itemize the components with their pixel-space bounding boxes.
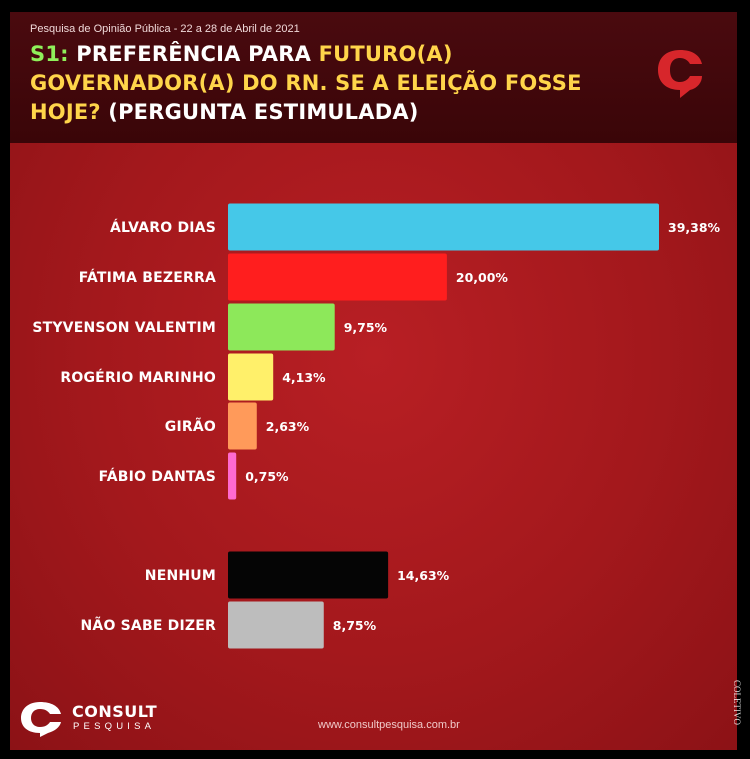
category-label: FÁBIO DANTAS bbox=[99, 468, 216, 485]
consult-logo-icon bbox=[658, 50, 702, 98]
bar bbox=[228, 452, 237, 500]
title-part1: PREFERÊNCIA PARA bbox=[68, 42, 319, 66]
value-label: 2,63% bbox=[266, 419, 310, 434]
title-prefix: S1: bbox=[30, 42, 69, 66]
footer-brand-name: CONSULT bbox=[72, 702, 158, 721]
category-label: ÁLVARO DIAS bbox=[110, 219, 216, 236]
value-label: 20,00% bbox=[456, 270, 509, 285]
bar-chart: ÁLVARO DIAS 39,38% FÁTIMA BEZERRA 20,00% STY… bbox=[32, 203, 721, 649]
title-highlight: FUTURO(A) GOVERNADOR(A) DO RN. SE A ELEI… bbox=[30, 42, 582, 124]
value-label: 8,75% bbox=[333, 618, 377, 633]
category-label: FÁTIMA BEZERRA bbox=[79, 269, 216, 286]
header: Pesquisa de Opinião Pública - 22 a 28 de… bbox=[10, 12, 737, 143]
footer-url: www.consultpesquisa.com.br bbox=[318, 719, 460, 731]
chart-title: S1: PREFERÊNCIA PARA FUTURO(A) GOVERNADO… bbox=[30, 40, 590, 127]
watermark: COLETIVO bbox=[732, 680, 742, 725]
bar bbox=[228, 353, 274, 401]
consult-footer-logo-icon bbox=[21, 702, 61, 737]
value-label: 14,63% bbox=[397, 568, 450, 583]
category-label: GIRÃO bbox=[165, 418, 216, 435]
bar bbox=[228, 601, 324, 649]
category-label: NENHUM bbox=[145, 568, 216, 584]
chart-area: ÁLVARO DIAS 39,38% FÁTIMA BEZERRA 20,00% STY… bbox=[10, 143, 737, 750]
bar bbox=[228, 303, 335, 351]
category-label: STYVENSON VALENTIM bbox=[32, 320, 216, 336]
value-label: 9,75% bbox=[344, 320, 388, 335]
bar bbox=[228, 253, 447, 301]
title-part2: (PERGUNTA ESTIMULADA) bbox=[100, 100, 419, 124]
category-label: NÃO SABE DIZER bbox=[81, 617, 216, 634]
value-label: 39,38% bbox=[668, 220, 721, 235]
footer-brand-sub: PESQUISA bbox=[73, 721, 156, 732]
bar bbox=[228, 203, 659, 251]
bar bbox=[228, 551, 389, 599]
bar bbox=[228, 402, 257, 450]
category-label: ROGÉRIO MARINHO bbox=[60, 369, 216, 386]
value-label: 4,13% bbox=[282, 370, 326, 385]
survey-subtitle: Pesquisa de Opinião Pública - 22 a 28 de… bbox=[30, 23, 300, 35]
value-label: 0,75% bbox=[245, 469, 289, 484]
